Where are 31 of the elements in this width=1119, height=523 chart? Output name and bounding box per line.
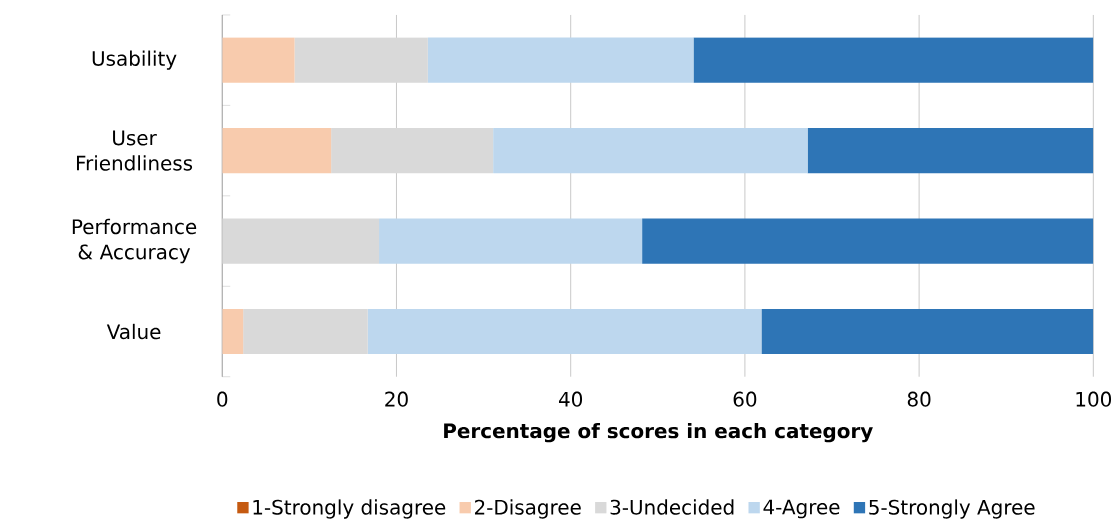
y-tick-label: Usability bbox=[92, 50, 177, 70]
legend-label: 2-Disagree bbox=[474, 499, 581, 519]
bar bbox=[427, 37, 694, 83]
bar bbox=[761, 308, 1094, 355]
x-axis-title: Percentage of scores in each category bbox=[444, 423, 873, 443]
y-tick-label: Value bbox=[106, 323, 161, 340]
x-tick-label: 0 bbox=[217, 391, 228, 407]
y-tick-label: User Friendliness bbox=[77, 130, 193, 171]
legend-label: 1-Strongly disagree bbox=[253, 499, 446, 519]
legend-label: 5-Strongly Agree bbox=[869, 499, 1035, 519]
bar bbox=[222, 37, 295, 83]
legend-label: 3-Undecided bbox=[610, 499, 734, 515]
y-tick-label: Performance & Accuracy bbox=[72, 218, 197, 264]
bar bbox=[807, 128, 1094, 174]
legend-label: 4-Agree bbox=[763, 499, 840, 519]
bar bbox=[493, 128, 808, 174]
bar bbox=[294, 37, 428, 83]
bar bbox=[642, 218, 1094, 264]
x-tick-label: 40 bbox=[558, 391, 583, 407]
bar bbox=[693, 37, 1094, 83]
bar bbox=[222, 308, 244, 355]
bar bbox=[243, 308, 368, 355]
bar bbox=[379, 218, 643, 264]
bar bbox=[222, 218, 380, 264]
x-tick-label: 100 bbox=[1076, 391, 1112, 407]
bar bbox=[367, 308, 762, 355]
bar bbox=[331, 128, 494, 174]
x-tick-label: 80 bbox=[907, 391, 931, 407]
x-tick-label: 20 bbox=[385, 391, 408, 407]
bar bbox=[222, 128, 332, 174]
x-tick-label: 60 bbox=[733, 391, 757, 407]
